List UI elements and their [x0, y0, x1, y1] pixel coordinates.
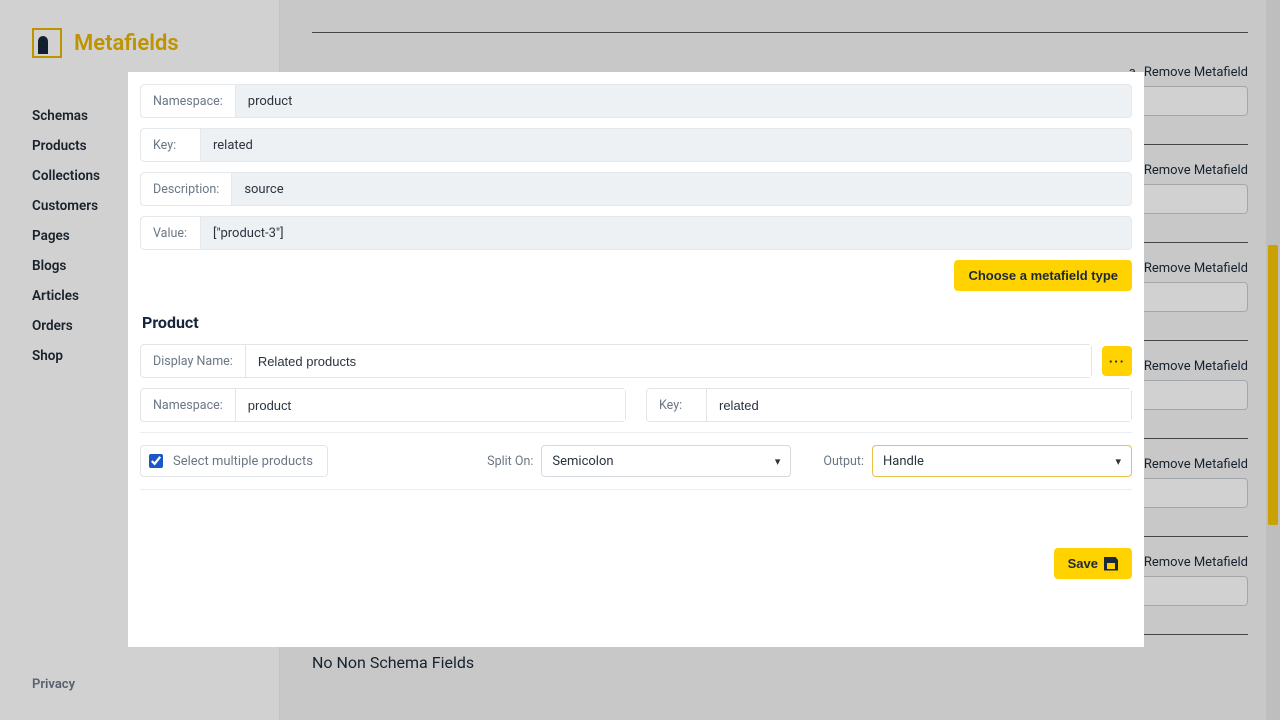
label-description: Description:	[141, 173, 232, 205]
label-product-namespace: Namespace:	[141, 389, 236, 421]
select-multiple-box[interactable]: Select multiple products	[140, 445, 328, 477]
output-group: Output: Handle ▾	[823, 445, 1132, 477]
product-key-input[interactable]	[707, 389, 1131, 421]
spliton-value: Semicolon	[552, 454, 613, 469]
value-namespace: product	[236, 94, 305, 109]
save-label: Save	[1068, 556, 1098, 571]
save-button[interactable]: Save	[1054, 548, 1132, 579]
label-namespace: Namespace:	[141, 85, 236, 117]
label-product-key: Key:	[647, 389, 707, 421]
field-namespace: Namespace: product	[140, 84, 1132, 118]
product-namespace-field: Namespace:	[140, 388, 626, 422]
value-description: source	[232, 182, 295, 197]
output-value: Handle	[883, 454, 924, 469]
spliton-select[interactable]: Semicolon ▾	[541, 445, 791, 477]
spliton-group: Split On: Semicolon ▾	[487, 445, 791, 477]
label-display-name: Display Name:	[141, 345, 246, 377]
value-key: related	[201, 138, 265, 153]
product-namespace-input[interactable]	[236, 389, 625, 421]
output-label: Output:	[823, 454, 864, 469]
field-key: Key: related	[140, 128, 1132, 162]
metafield-modal: Namespace: product Key: related Descript…	[128, 72, 1144, 647]
ellipsis-button[interactable]: ···	[1102, 346, 1132, 376]
value-value: ["product-3"]	[201, 226, 296, 241]
select-multiple-label: Select multiple products	[173, 454, 313, 469]
display-name-field: Display Name:	[140, 344, 1092, 378]
field-value: Value: ["product-3"]	[140, 216, 1132, 250]
chevron-down-icon: ▾	[775, 455, 781, 468]
output-select[interactable]: Handle ▾	[872, 445, 1132, 477]
display-name-input[interactable]	[246, 345, 1091, 377]
label-key: Key:	[141, 129, 201, 161]
field-description: Description: source	[140, 172, 1132, 206]
choose-type-row: Choose a metafield type	[140, 260, 1132, 291]
chevron-down-icon: ▾	[1115, 455, 1121, 468]
label-value: Value:	[141, 217, 201, 249]
select-multiple-checkbox[interactable]	[149, 454, 163, 468]
config-row: Select multiple products Split On: Semic…	[140, 432, 1132, 490]
choose-metafield-type-button[interactable]: Choose a metafield type	[954, 260, 1132, 291]
namespace-key-row: Namespace: Key:	[140, 388, 1132, 422]
display-name-row: Display Name: ···	[140, 344, 1132, 378]
save-icon	[1104, 557, 1118, 571]
save-row: Save	[140, 548, 1132, 579]
spliton-label: Split On:	[487, 454, 533, 469]
product-section-title: Product	[142, 313, 1132, 332]
product-key-field: Key:	[646, 388, 1132, 422]
